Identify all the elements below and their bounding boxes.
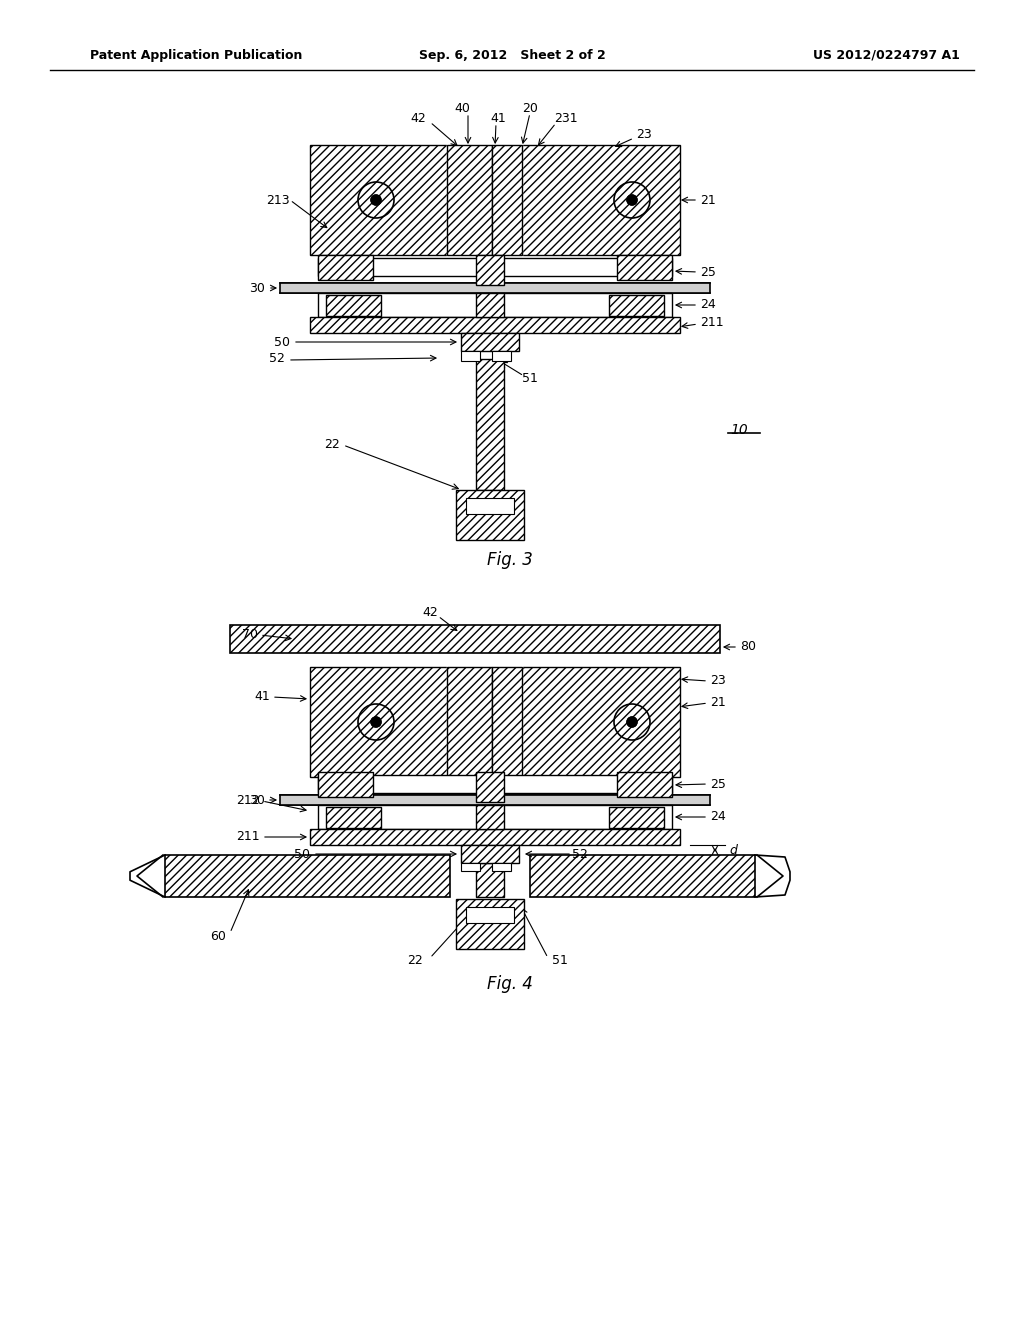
Bar — [476, 359, 504, 490]
Text: 80: 80 — [740, 640, 756, 653]
Text: 51: 51 — [522, 371, 538, 384]
Bar — [461, 351, 480, 360]
Text: Sep. 6, 2012   Sheet 2 of 2: Sep. 6, 2012 Sheet 2 of 2 — [419, 49, 605, 62]
Bar — [476, 255, 504, 285]
Bar — [280, 795, 710, 805]
Text: 24: 24 — [710, 810, 726, 824]
Bar — [326, 294, 381, 315]
Text: 25: 25 — [700, 265, 716, 279]
Bar — [466, 498, 514, 513]
Circle shape — [371, 195, 381, 205]
Text: 25: 25 — [710, 777, 726, 791]
Bar — [318, 805, 672, 829]
Bar — [310, 145, 680, 255]
Text: 50: 50 — [274, 335, 290, 348]
Bar — [476, 293, 504, 317]
Text: Fig. 4: Fig. 4 — [487, 975, 532, 993]
Text: 24: 24 — [700, 298, 716, 312]
Bar — [476, 805, 504, 829]
Text: 23: 23 — [636, 128, 651, 141]
Text: 21: 21 — [700, 194, 716, 206]
Bar — [447, 667, 492, 777]
Text: 30: 30 — [249, 793, 265, 807]
Text: 22: 22 — [408, 954, 423, 968]
Bar — [461, 863, 480, 871]
Text: 231: 231 — [554, 111, 578, 124]
Bar — [461, 333, 519, 351]
Bar — [609, 807, 664, 828]
Bar — [609, 294, 664, 315]
Text: 40: 40 — [454, 102, 470, 115]
Bar — [617, 255, 672, 280]
Text: d: d — [729, 843, 737, 857]
Text: 213: 213 — [266, 194, 290, 206]
Bar — [476, 863, 504, 898]
Text: Fig. 3: Fig. 3 — [487, 550, 532, 569]
Text: 10: 10 — [730, 422, 748, 437]
Text: 42: 42 — [411, 111, 426, 124]
Text: 51: 51 — [552, 954, 568, 968]
Bar — [310, 317, 680, 333]
Bar — [318, 255, 373, 280]
Text: 30: 30 — [249, 281, 265, 294]
Text: 50: 50 — [294, 847, 310, 861]
Bar — [280, 282, 710, 293]
Text: 70: 70 — [242, 628, 258, 642]
Bar — [461, 845, 519, 863]
Circle shape — [627, 195, 637, 205]
Bar — [492, 863, 511, 871]
Text: 60: 60 — [210, 929, 226, 942]
Bar — [456, 899, 524, 949]
Text: 212: 212 — [237, 795, 260, 808]
Bar — [476, 772, 504, 803]
Bar — [447, 145, 492, 255]
Text: 23: 23 — [710, 675, 726, 688]
Text: 52: 52 — [572, 847, 588, 861]
Circle shape — [627, 717, 637, 727]
Text: 211: 211 — [237, 830, 260, 843]
Bar — [617, 772, 672, 797]
Bar — [492, 145, 522, 255]
Bar — [492, 665, 522, 779]
Text: 22: 22 — [325, 438, 340, 451]
Bar — [310, 667, 680, 777]
Text: 52: 52 — [269, 351, 285, 364]
Bar — [530, 855, 755, 898]
Text: 21: 21 — [710, 697, 726, 710]
Bar — [492, 667, 522, 777]
Bar — [466, 907, 514, 923]
Bar — [318, 772, 373, 797]
Bar — [492, 143, 522, 257]
Bar — [230, 624, 720, 653]
Text: 20: 20 — [522, 102, 538, 115]
Bar — [165, 855, 450, 898]
Bar — [447, 143, 492, 257]
Text: 211: 211 — [700, 315, 724, 329]
Text: US 2012/0224797 A1: US 2012/0224797 A1 — [813, 49, 961, 62]
Bar — [310, 829, 680, 845]
Bar — [318, 775, 672, 793]
Text: 42: 42 — [422, 606, 438, 619]
Bar — [318, 257, 672, 276]
Text: Patent Application Publication: Patent Application Publication — [90, 49, 302, 62]
Bar — [326, 807, 381, 828]
Bar — [492, 351, 511, 360]
Text: 41: 41 — [490, 111, 506, 124]
Bar — [318, 293, 672, 317]
Text: 41: 41 — [254, 690, 270, 704]
Bar — [447, 665, 492, 779]
Bar — [456, 490, 524, 540]
Circle shape — [371, 717, 381, 727]
